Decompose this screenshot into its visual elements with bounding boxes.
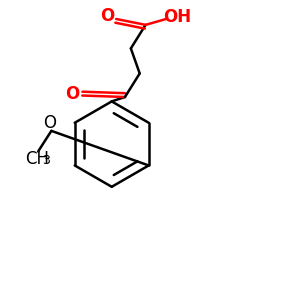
- Text: CH: CH: [25, 150, 49, 168]
- Text: 3: 3: [42, 154, 50, 167]
- Text: O: O: [100, 7, 114, 25]
- Text: O: O: [65, 85, 79, 103]
- Text: OH: OH: [163, 8, 191, 26]
- Text: O: O: [44, 115, 56, 133]
